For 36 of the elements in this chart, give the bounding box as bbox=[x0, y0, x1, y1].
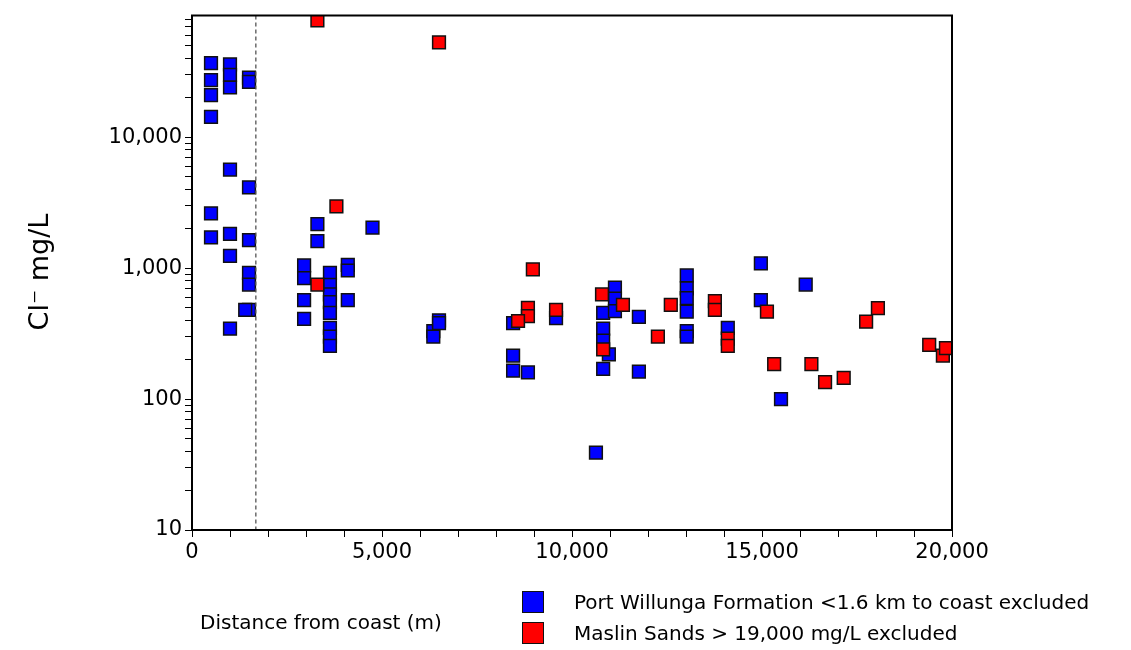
point bbox=[938, 341, 952, 356]
point bbox=[510, 313, 526, 329]
point bbox=[817, 374, 833, 390]
point bbox=[310, 277, 325, 292]
point bbox=[922, 337, 937, 352]
point bbox=[596, 342, 611, 357]
point bbox=[431, 35, 447, 50]
point bbox=[594, 287, 610, 302]
point bbox=[767, 357, 782, 372]
point bbox=[870, 301, 886, 316]
point bbox=[804, 357, 819, 372]
legend-label: Port Willunga Formation <1.6 km to coast excluded bbox=[574, 589, 1090, 614]
point bbox=[859, 314, 874, 329]
x-tick-label: 10,000 bbox=[535, 539, 609, 564]
x-tick-label: 0 bbox=[185, 539, 199, 564]
x-tick-label: 15,000 bbox=[725, 539, 799, 564]
point bbox=[548, 302, 564, 318]
y-tick-label: 1,000 bbox=[121, 254, 182, 279]
point bbox=[836, 370, 851, 386]
point bbox=[759, 304, 775, 319]
y-axis-title: Cl⁻ mg/L bbox=[22, 213, 54, 331]
point bbox=[329, 199, 344, 214]
point bbox=[707, 302, 722, 318]
x-axis-title: Distance from coast (m) bbox=[200, 610, 442, 634]
point bbox=[525, 262, 540, 277]
point bbox=[663, 297, 678, 312]
x-tick-label: 5,000 bbox=[351, 539, 413, 564]
y-tick-label: 100 bbox=[141, 385, 182, 410]
y-tick-label: 10,000 bbox=[108, 123, 182, 148]
legend-label: Maslin Sands > 19,000 mg/L excluded bbox=[574, 620, 958, 645]
x-tick-label: 20,000 bbox=[915, 539, 989, 564]
point bbox=[650, 329, 665, 344]
point bbox=[615, 297, 631, 312]
y-tick-label: 10 bbox=[155, 516, 182, 541]
point bbox=[310, 15, 325, 28]
point bbox=[720, 338, 735, 353]
